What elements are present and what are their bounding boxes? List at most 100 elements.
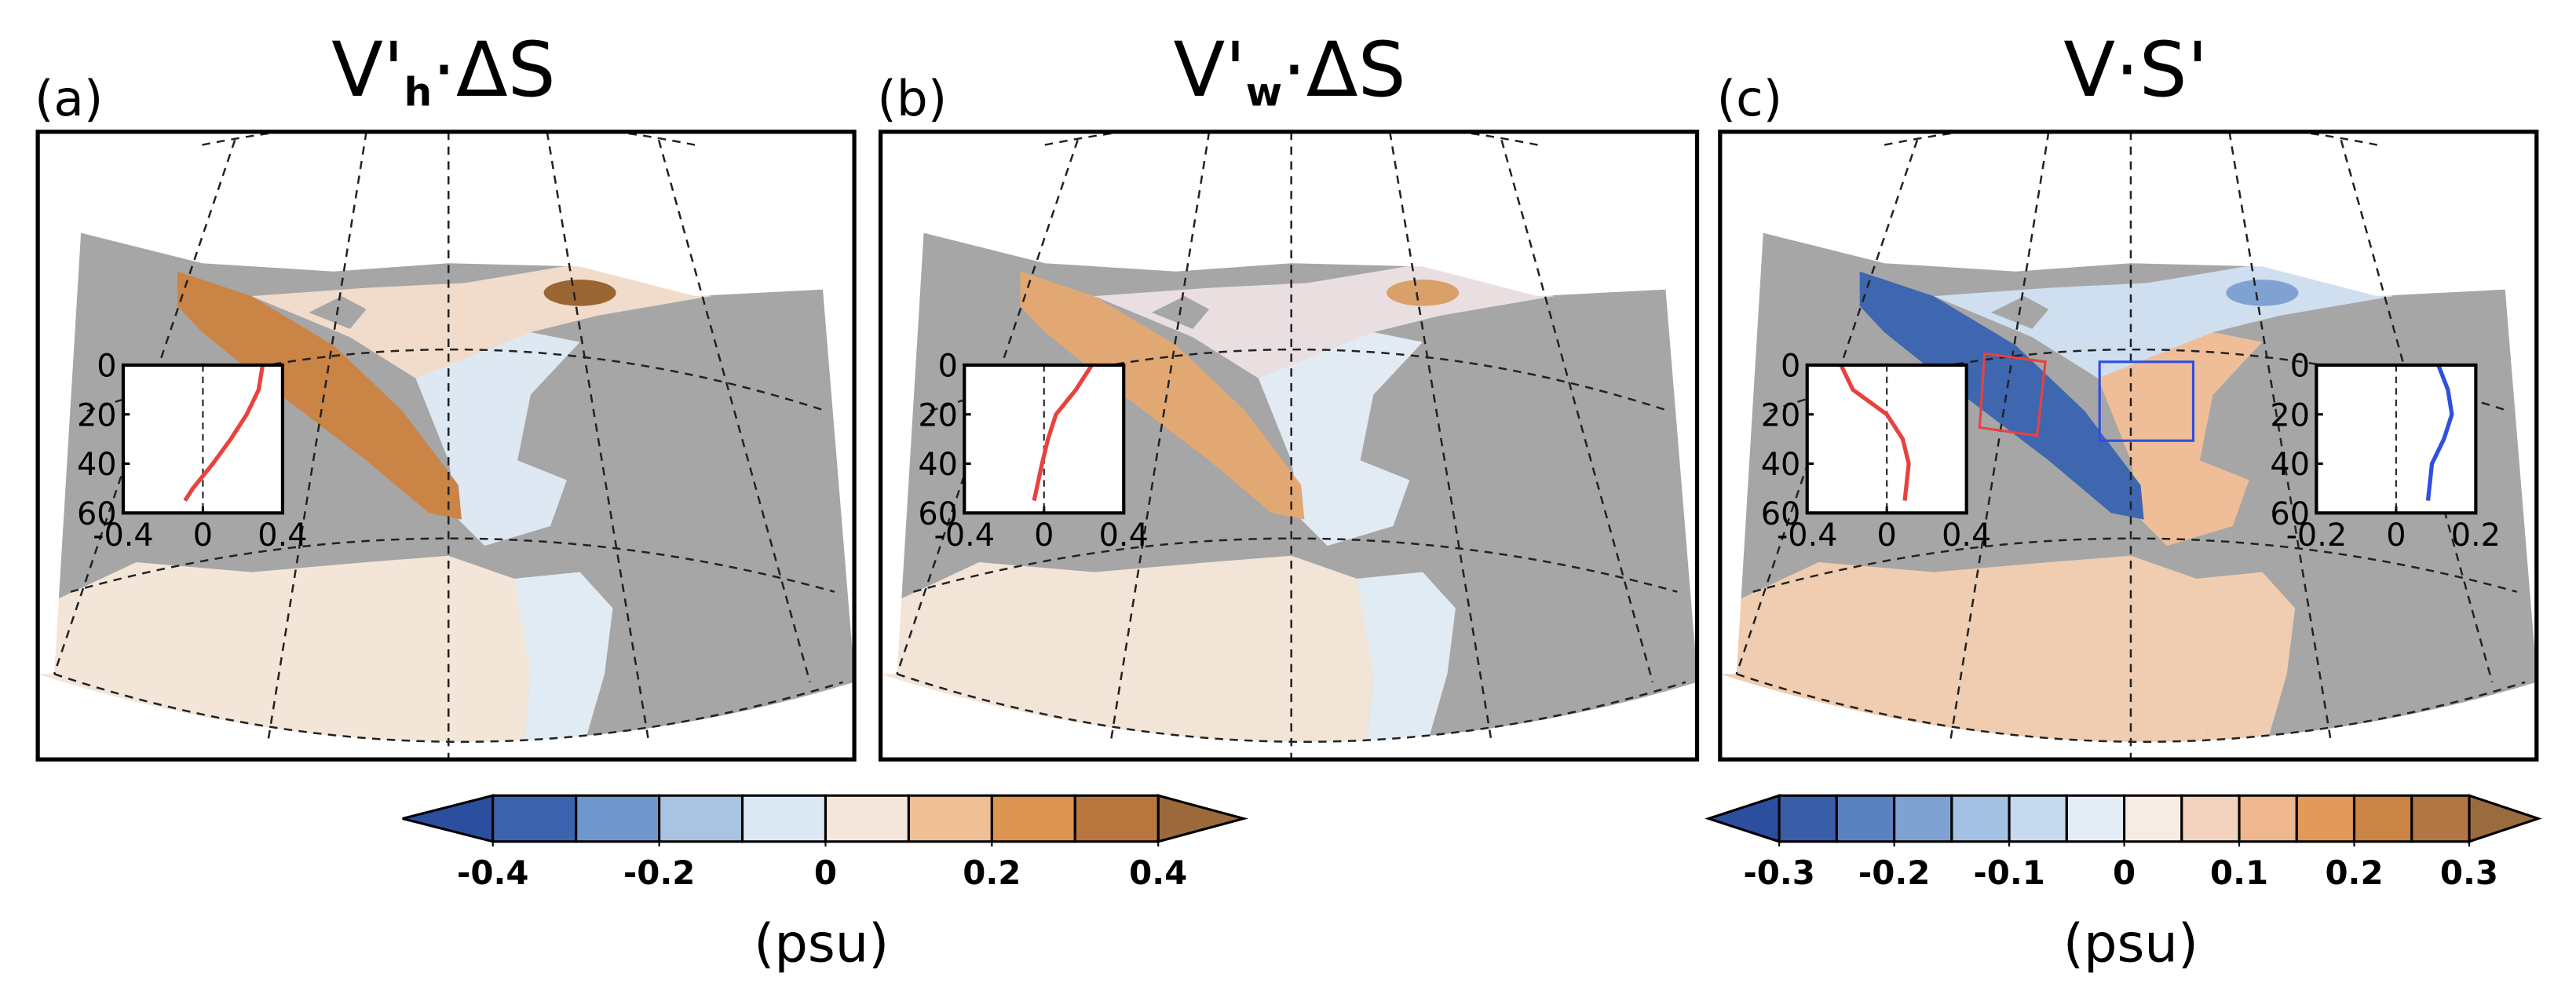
ocean-south [38,555,605,760]
strait [1859,271,2144,520]
graticule [70,537,835,593]
inset-x-tick-label: 0.2 [2451,517,2501,554]
colorbar-box [491,794,578,843]
colorbar-box [575,794,661,843]
graticule [1752,537,2518,593]
inset-y-tick-label: 40 [918,447,958,483]
region-box [1978,352,2047,437]
colorbar-box [1893,794,1953,843]
region-box [2098,360,2195,442]
inset-y-tick-label: 20 [1761,397,1801,433]
no-data-left [880,131,930,674]
colorbar-box [2238,794,2298,843]
ocean-east [513,572,613,760]
inset-frame [2315,363,2478,515]
inset-y-tick-label: 0 [1781,349,1800,385]
colorbar-tick-label: 0.2 [963,854,1021,892]
inset-y-tick-label: 0 [97,349,116,385]
no-data-right [2492,131,2537,674]
map [880,131,1697,760]
colorbar-tick-label: 0.1 [2210,854,2268,892]
title-part: h [404,68,432,115]
title-part: ·ΔS [432,26,556,114]
colorbar-box [2123,794,2183,843]
colorbar-tick-label: -0.2 [623,854,695,892]
ocean-east [1357,572,1456,760]
inset-x-tick-label: -0.2 [2286,517,2348,554]
colorbar-under [1705,794,1781,843]
no-data-top [38,131,855,297]
colorbar-box [658,794,744,843]
inset-y-tick-label: 0 [2290,349,2310,385]
profile-line [183,364,265,503]
colorbar-tick-label: -0.1 [1973,854,2044,892]
colorbar-tick-label: 0.3 [2440,854,2498,892]
map [38,131,855,760]
panel-title: V·S' [2063,26,2208,114]
no-data-bottom [880,674,1697,760]
inset-y-tick-label: 40 [77,447,117,483]
colorbar-tick-label: 0 [814,854,837,892]
blob [543,280,616,306]
colorbar-box [740,794,828,843]
graticule [913,537,1678,593]
no-data-left [38,131,87,674]
inset-x-tick-label: 0 [2386,517,2406,554]
no-data-bottom [1719,674,2537,760]
inset-y-tick-label: 40 [1761,447,1801,483]
no-data-top [880,131,1697,297]
inset-x-tick-label: -0.4 [93,517,154,554]
blob [2226,280,2299,306]
panel-label: (a) [35,70,103,127]
profile-line [2425,364,2454,501]
inset-x-tick-label: 0 [1034,517,1054,554]
panel-title: V'h·ΔS [331,26,556,115]
colorbar-over [1156,794,1249,843]
inset-y-tick-label: 60 [1761,496,1801,532]
inset-x-tick-label: -0.4 [934,517,996,554]
title-part: ·ΔS [1282,26,1406,114]
inset-x-tick-label: 0.4 [258,517,307,554]
no-data-left [1719,131,1770,674]
title-part: V·S' [2063,26,2208,114]
panel-label: (b) [877,70,947,127]
inset-y-tick-label: 40 [2270,447,2310,483]
colorbar-unit: (psu) [2063,913,2198,974]
blob [1387,280,1460,306]
colorbar-unit: (psu) [754,913,889,974]
colorbar-under [402,794,495,843]
colorbar-tick-label: 0.2 [2325,854,2383,892]
inset-y-tick-label: 60 [918,496,958,532]
inset-y-tick-label: 0 [938,349,958,385]
title-part: V' [1173,26,1245,114]
inset-y-tick-label: 60 [2270,496,2310,532]
no-data-right [1653,131,1697,674]
inset-y-tick-label: 60 [77,496,117,532]
colorbar-box [824,794,910,843]
colorbar-box [1073,794,1160,843]
title-part: V' [331,26,404,114]
inset-x-tick-label: 0 [1877,517,1897,554]
colorbar-tick-label: -0.3 [1743,854,1814,892]
inset-y-tick-label: 20 [2270,397,2310,433]
colorbar-tick-label: -0.4 [457,854,528,892]
inset-y-tick-label: 20 [77,397,117,433]
profile-line [1839,364,1911,501]
panel-frame [1718,130,2539,762]
panel-frame [878,130,1700,762]
ocean-south [1719,555,2287,760]
inset-x-tick-label: 0.4 [1942,517,1991,554]
no-data-bottom [38,674,855,760]
graticule [657,139,811,683]
colorbar-box [1950,794,2011,843]
ocean-east [2196,572,2296,760]
colorbar-over [2468,794,2542,843]
graticule [1500,139,1654,683]
inset-x-tick-label: 0.4 [1099,517,1149,554]
colorbar-box [2410,794,2471,843]
colorbar-box [2352,794,2413,843]
inset-frame [121,363,284,515]
colorbar-tick-label: -0.2 [1858,854,1930,892]
no-data-right [809,131,855,674]
